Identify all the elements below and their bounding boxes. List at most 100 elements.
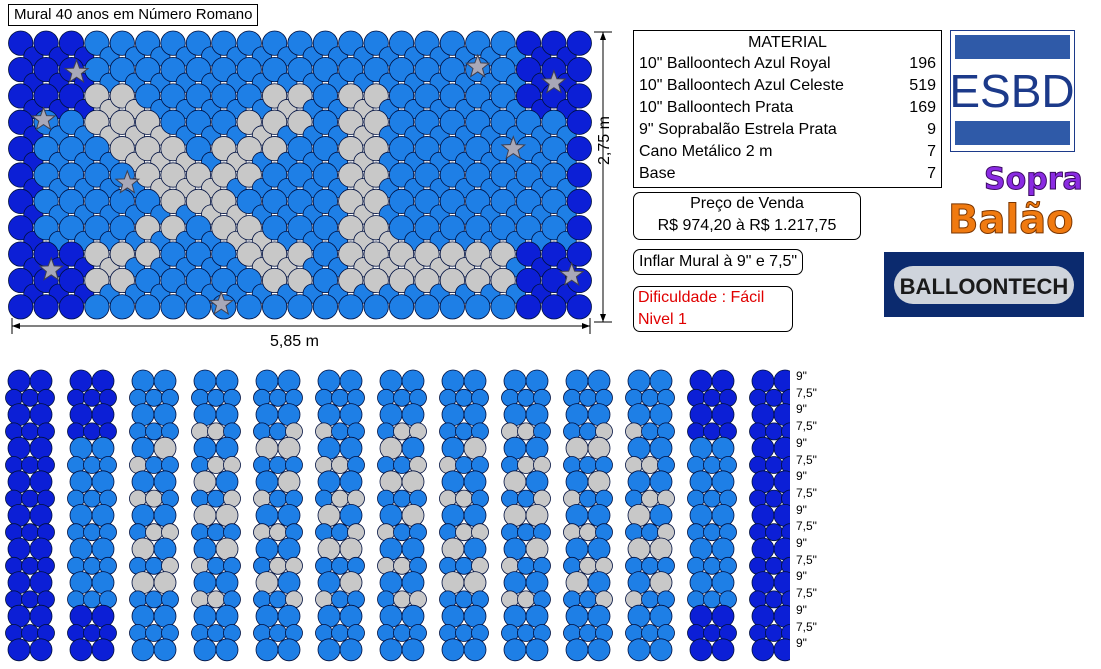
balloon-celeste — [69, 470, 93, 494]
balloon-royal — [566, 294, 592, 320]
balloon-royal — [21, 523, 39, 542]
balloon-royal — [751, 571, 775, 595]
page-title: Mural 40 anos em Número Romano — [8, 4, 259, 26]
balloontech-logo-text: BALLOONTECH — [900, 274, 1069, 299]
balloon-celeste — [703, 590, 721, 609]
balloon-celeste — [525, 403, 549, 426]
balloon-celeste — [131, 403, 155, 426]
balloon-celeste — [455, 388, 473, 407]
balloon-celeste — [689, 436, 713, 460]
balloon-celeste — [269, 624, 287, 642]
material-heading: MATERIAL — [748, 34, 827, 51]
balloon-royal — [566, 109, 592, 135]
balloon-celeste — [565, 503, 589, 527]
balloon-celeste — [441, 503, 465, 527]
balloon-royal — [773, 436, 790, 460]
difficulty-level: Nivel 1 — [638, 311, 687, 328]
balloon-royal — [21, 388, 39, 407]
balloon-celeste — [455, 556, 473, 575]
balloon-celeste — [379, 571, 403, 595]
balloon-celeste — [215, 470, 239, 494]
balloon-prata — [649, 571, 673, 595]
balloon-celeste — [69, 571, 93, 595]
balloon-celeste — [207, 556, 225, 575]
balloon-celeste — [255, 470, 279, 494]
balloon-celeste — [339, 403, 363, 426]
balloon-royal — [69, 369, 93, 393]
balloon-celeste — [565, 604, 589, 628]
balloon-prata — [131, 571, 155, 595]
balloon-celeste — [153, 604, 177, 628]
balloon-celeste — [649, 470, 673, 494]
balloon-celeste — [517, 388, 535, 407]
size-label: 9" — [796, 602, 807, 617]
balloon-celeste — [525, 470, 549, 494]
balloon-prata — [277, 470, 301, 494]
star-balloon — [30, 106, 57, 131]
balloon-celeste — [401, 638, 425, 662]
balloon-prata — [565, 436, 589, 460]
size-label: 7,5" — [796, 485, 817, 500]
balloon-celeste — [287, 294, 313, 320]
balloon-royal — [689, 403, 713, 426]
balloon-royal — [711, 604, 735, 628]
balloon-royal — [69, 403, 93, 426]
balloon-celeste — [131, 503, 155, 527]
balloon-royal — [751, 403, 775, 426]
material-row: 10" Balloontech Azul Royal 196 — [634, 53, 941, 75]
size-label: 7,5" — [796, 419, 817, 434]
balloon-celeste — [69, 503, 93, 527]
balloon-celeste — [379, 503, 403, 527]
balloon-celeste — [490, 294, 516, 320]
size-label: 9" — [796, 469, 807, 484]
material-row: 10" Balloontech Prata 169 — [634, 97, 941, 119]
balloon-royal — [765, 624, 783, 642]
balloon-prata — [641, 456, 659, 474]
mural-grid — [8, 30, 592, 320]
material-row: 10" Balloontech Azul Celeste 519 — [634, 75, 941, 97]
balloon-royal — [751, 604, 775, 628]
balloon-celeste — [703, 556, 721, 575]
balloon-prata — [455, 489, 473, 508]
balloon-celeste — [255, 537, 279, 561]
balloon-royal — [765, 556, 783, 575]
balloon-celeste — [711, 503, 735, 527]
balloon-prata — [153, 571, 177, 595]
balloon-royal — [21, 556, 39, 575]
balloon-celeste — [207, 624, 225, 642]
balloon-royal — [566, 83, 592, 109]
balloon-royal — [29, 436, 53, 460]
balloon-royal — [689, 604, 713, 628]
balloon-celeste — [193, 369, 217, 393]
balloon-celeste — [441, 604, 465, 628]
balloon-celeste — [463, 638, 487, 662]
balloon-royal — [29, 537, 53, 561]
balloon-celeste — [317, 571, 341, 595]
balloon-celeste — [379, 638, 403, 662]
balloon-prata — [193, 470, 217, 494]
balloon-prata — [393, 590, 411, 609]
balloon-celeste — [441, 436, 465, 460]
balloon-celeste — [565, 403, 589, 426]
balloon-celeste — [193, 537, 217, 561]
balloon-prata — [379, 470, 403, 494]
balloon-celeste — [131, 470, 155, 494]
balloon-celeste — [131, 604, 155, 628]
balloon-celeste — [455, 624, 473, 642]
balloon-royal — [91, 604, 115, 628]
material-qty: 9 — [927, 121, 936, 138]
balloon-celeste — [269, 456, 287, 474]
balloon-celeste — [441, 638, 465, 662]
material-qty: 169 — [909, 99, 936, 116]
balloon-celeste — [627, 638, 651, 662]
balloon-royal — [765, 456, 783, 474]
balloon-royal — [689, 638, 713, 662]
balloon-royal — [781, 624, 790, 642]
balloon-celeste — [135, 294, 161, 320]
balloon-celeste — [641, 388, 659, 407]
balloon-celeste — [145, 624, 163, 642]
balloon-celeste — [215, 604, 239, 628]
balloon-royal — [29, 571, 53, 595]
balloon-celeste — [703, 489, 721, 508]
balloon-celeste — [277, 503, 301, 527]
